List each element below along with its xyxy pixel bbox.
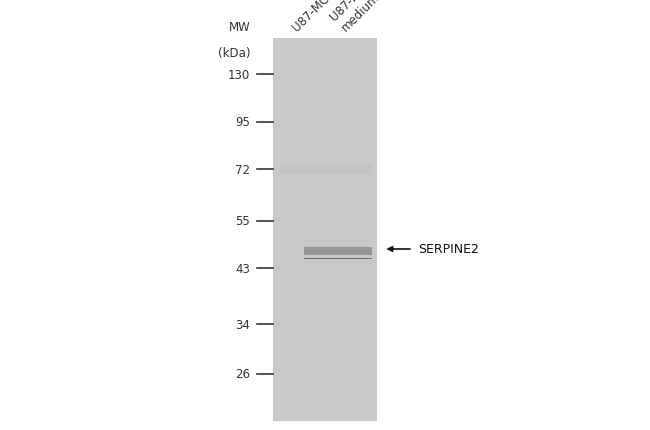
Text: U87-MG: U87-MG [290,0,332,34]
Bar [304,258,372,259]
Bar [304,258,372,259]
Text: 43: 43 [235,262,250,275]
Bar [304,258,372,259]
Bar [304,258,372,259]
Bar [304,258,372,259]
Bar [304,258,372,259]
Bar [304,258,372,259]
Bar [304,258,372,259]
Text: U87-MG conditioned
medium: U87-MG conditioned medium [328,0,433,34]
Text: 55: 55 [235,215,250,228]
Text: 72: 72 [235,163,250,176]
Text: 130: 130 [228,69,250,82]
Bar [304,258,372,259]
Bar [304,258,372,259]
Text: 26: 26 [235,368,250,381]
Text: 34: 34 [235,318,250,331]
Bar [304,258,372,259]
Text: (kDa): (kDa) [218,47,250,60]
Bar [304,258,372,259]
Bar [304,258,372,259]
Bar [304,258,372,259]
Bar [304,258,372,259]
Text: SERPINE2: SERPINE2 [418,243,479,256]
Bar [304,258,372,259]
Bar [304,258,372,259]
Bar [304,258,372,259]
Bar [304,258,372,259]
Bar [280,165,370,175]
Bar [304,258,372,259]
Bar [304,258,372,259]
Bar [304,258,372,259]
Bar [304,258,372,259]
Bar [304,258,372,259]
Bar [304,258,372,259]
Bar [304,258,372,259]
Text: 95: 95 [235,116,250,129]
Bar [304,258,372,259]
Bar [304,258,372,259]
Bar [304,258,372,259]
Bar [304,248,372,255]
Bar [273,39,377,421]
Bar [304,258,372,259]
Text: MW: MW [229,22,250,34]
